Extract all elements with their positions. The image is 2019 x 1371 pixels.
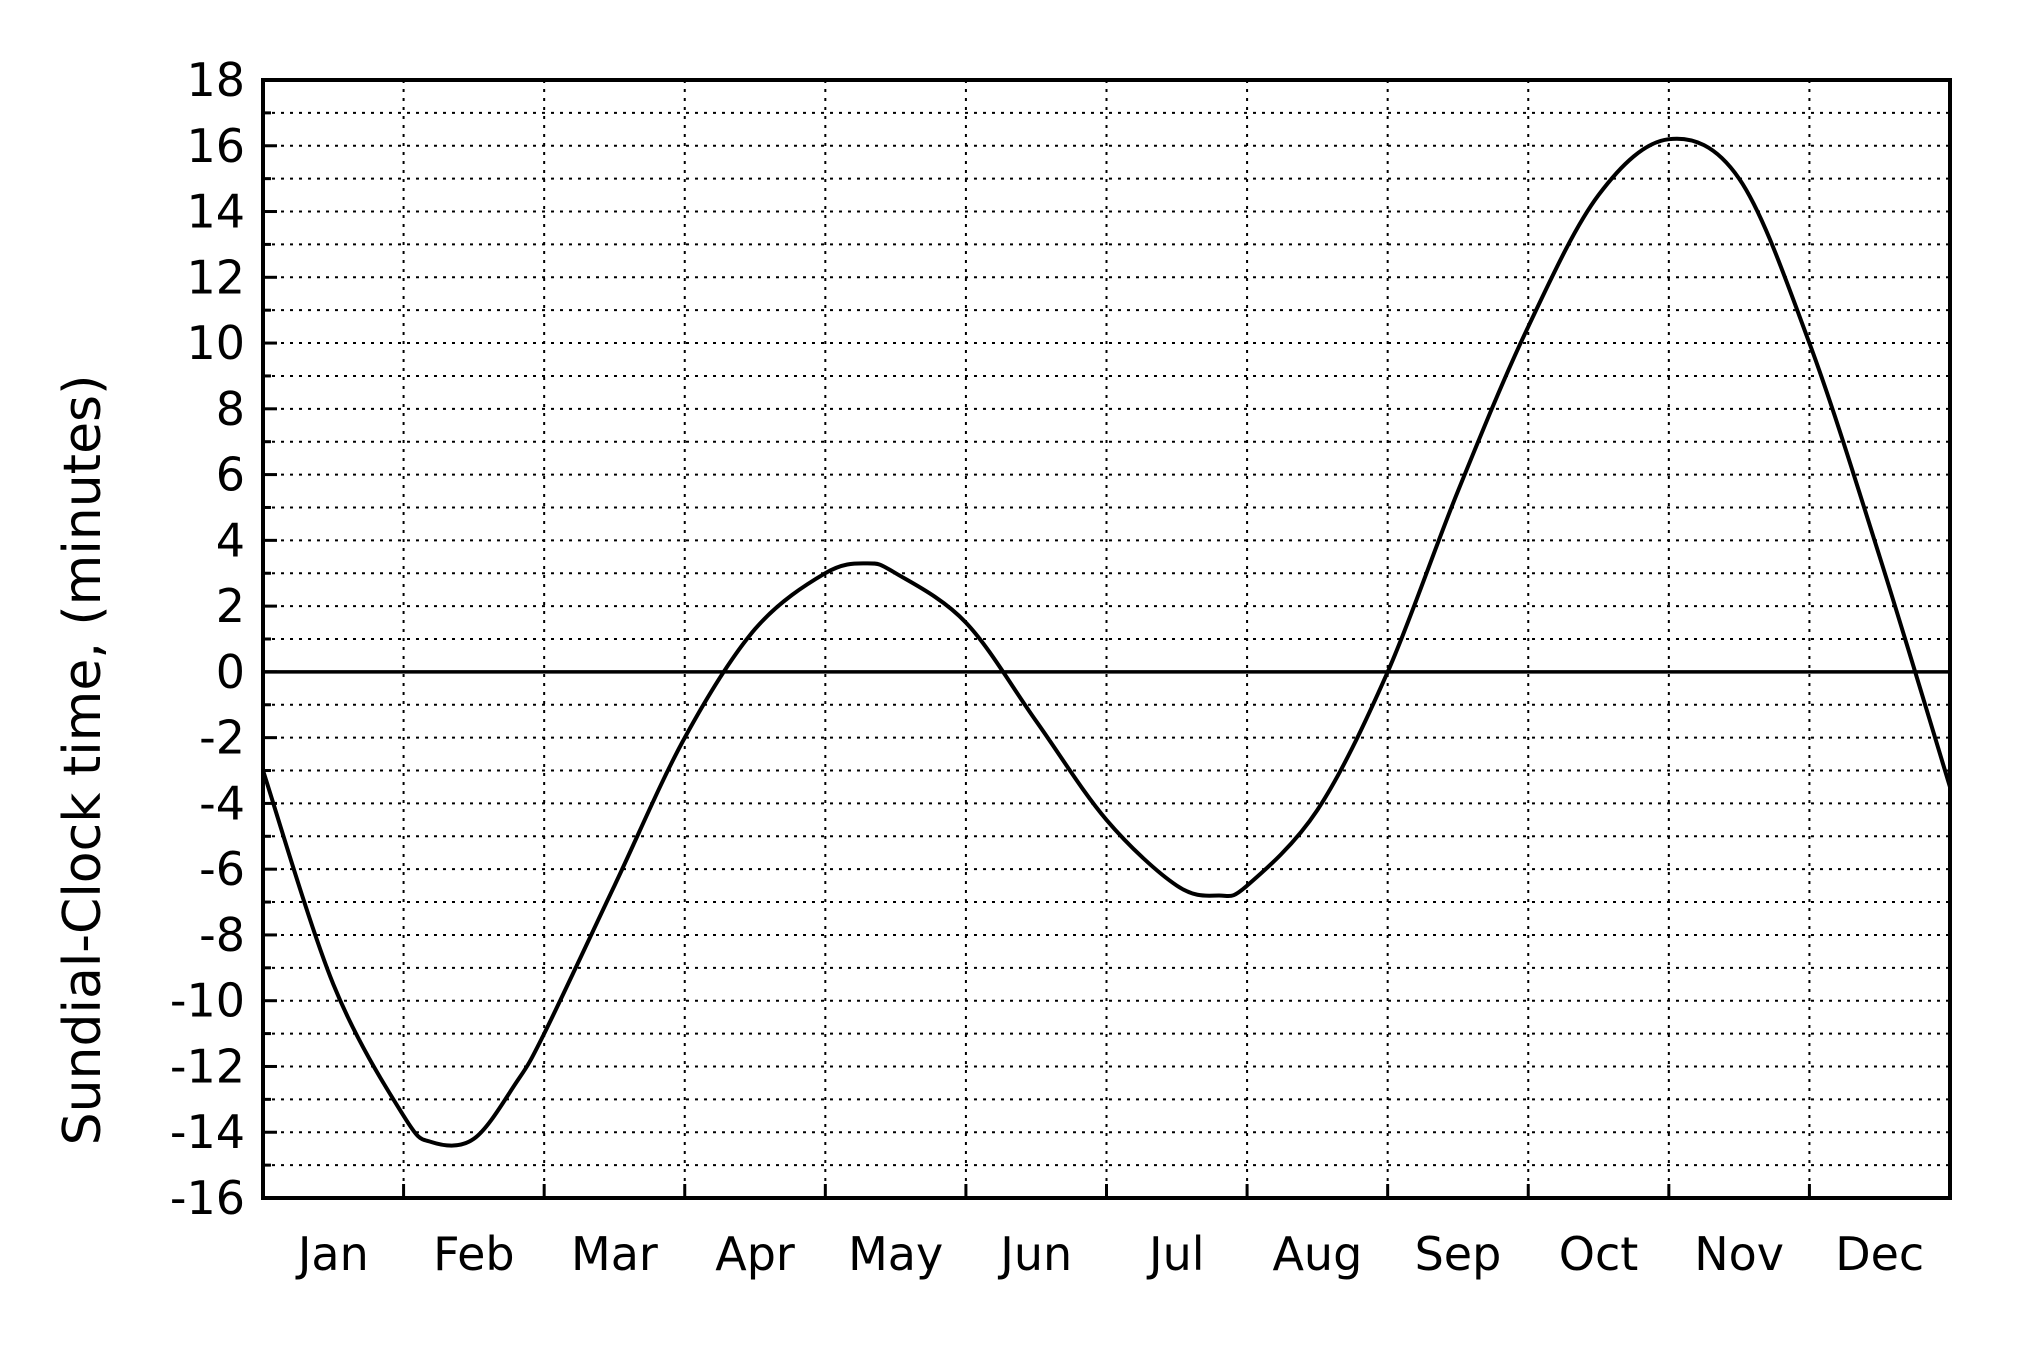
y-tick-label: 8 [216,382,245,436]
grid-lines [263,80,1950,1198]
y-tick-label: 18 [186,53,245,107]
y-tick-label: 12 [186,250,245,304]
y-tick-labels: 18 16 14 12 10 8 6 4 2 0 -2 -4 -6 -8 -10 -12 -14 -16 [170,53,245,1225]
series-line [261,136,1952,1148]
x-tick-label: Apr [715,1227,795,1281]
y-tick-label: 14 [186,185,245,239]
y-tick-label: 16 [186,119,245,173]
y-tick-label: 10 [186,316,245,370]
x-tick-label: Nov [1694,1227,1784,1281]
x-tick-label: Mar [571,1227,658,1281]
x-tick-label: Oct [1559,1227,1639,1281]
tick-marks [263,78,1811,1200]
y-tick-label: 6 [216,448,245,502]
y-tick-label: 0 [216,645,245,699]
x-tick-label: Feb [433,1227,514,1281]
y-tick-label: -4 [199,776,245,830]
y-tick-label: -2 [199,711,245,765]
y-tick-label: 2 [216,579,245,633]
y-tick-label: -6 [199,842,245,896]
y-tick-label: -16 [170,1171,245,1225]
x-tick-labels: Jan Feb Mar Apr May Jun Jul Aug Sep Oct Nov Dec [295,1227,1924,1281]
x-tick-label: Aug [1272,1227,1362,1281]
x-tick-label: Jan [295,1227,369,1281]
y-tick-label: -12 [170,1039,245,1093]
x-tick-label: Jun [997,1227,1072,1281]
y-tick-label: -8 [199,908,245,962]
y-tick-label: -10 [170,974,245,1028]
x-tick-label: Jul [1146,1227,1205,1281]
x-tick-label: Sep [1415,1227,1502,1281]
y-axis-title: Sundial-Clock time, (minutes) [53,375,113,1146]
y-tick-label: 4 [216,513,245,567]
x-tick-label: May [848,1227,943,1281]
y-tick-label: -14 [170,1105,245,1159]
x-tick-label: Dec [1835,1227,1924,1281]
